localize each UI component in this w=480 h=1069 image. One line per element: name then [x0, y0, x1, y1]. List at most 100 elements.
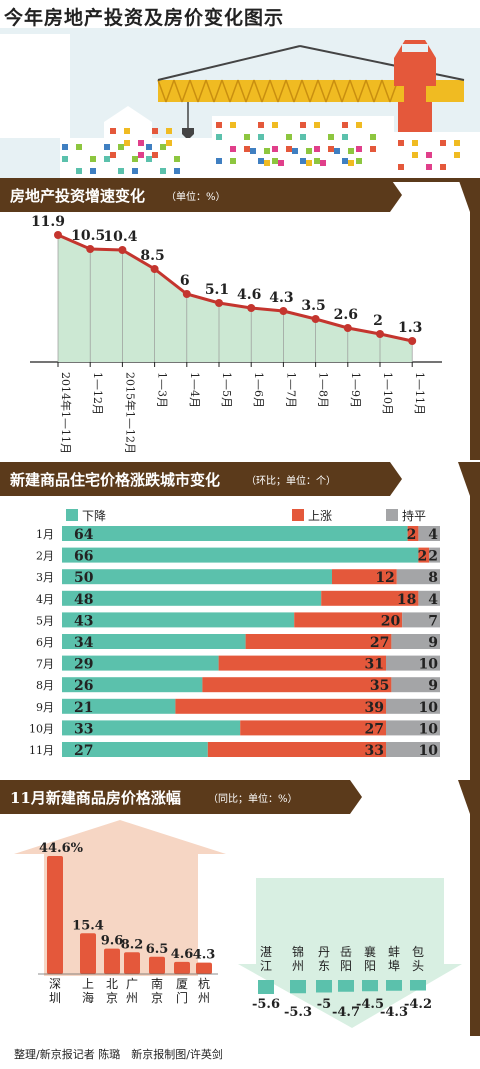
bar-positive: [174, 961, 190, 974]
bar-segment: [62, 547, 419, 563]
category-label: 州: [126, 991, 138, 1005]
bar-segment: [429, 547, 440, 563]
data-point: [311, 315, 320, 323]
category-label: 11月: [29, 744, 54, 757]
category-label: 8月: [36, 679, 54, 692]
data-point: [376, 330, 384, 338]
bar-value-label: 27: [74, 743, 93, 759]
bar-segment: [321, 590, 419, 606]
category-label: 襄: [364, 944, 376, 959]
bar-segment: [407, 526, 419, 541]
bar-segment: [391, 634, 440, 649]
category-label: 4月: [36, 593, 54, 606]
x-tick-label: 1—5月: [220, 372, 233, 408]
x-tick-label: 2014年1—11月: [59, 372, 73, 454]
bar-segment: [62, 655, 219, 671]
legend-swatch: [66, 509, 78, 521]
bar-value-label: 9.6: [101, 934, 124, 949]
category-label: 埠: [388, 959, 400, 973]
data-label: 5.1: [205, 282, 229, 298]
bar-segment: [294, 612, 403, 628]
bar-segment: [418, 547, 430, 563]
category-label: 阳: [340, 959, 352, 973]
area-fill: [58, 235, 413, 362]
category-label: 厦: [176, 977, 188, 991]
data-label: 11.9: [31, 214, 65, 230]
data-label: 2: [373, 313, 383, 329]
section-border-right-3: [470, 814, 480, 1036]
category-label: 京: [151, 991, 163, 1005]
bar-value-label: 21: [74, 700, 93, 716]
bar-segment: [202, 677, 392, 693]
bar-positive: [104, 948, 120, 974]
legend-label: 下降: [82, 509, 106, 523]
page-title: 今年房地产投资及房价变化图示: [4, 7, 285, 29]
bar-segment: [62, 526, 408, 541]
bar-value-label: 50: [74, 570, 94, 586]
data-point: [247, 304, 256, 312]
bar-segment: [218, 655, 386, 671]
section-banner-prices: 新建商品住宅价格涨跌城市变化 （环比；单位：个）: [0, 462, 480, 496]
category-label: 门: [176, 990, 188, 1005]
bar-value-label: 2: [417, 549, 427, 565]
bar-segment: [418, 526, 440, 541]
bar-segment: [396, 569, 440, 585]
data-label: 6: [180, 273, 190, 289]
bar-value-label: 10: [419, 700, 439, 716]
bar-segment: [240, 720, 386, 736]
category-label: 10月: [29, 722, 54, 735]
category-label: 海: [82, 990, 94, 1005]
category-label: 岳: [340, 945, 352, 959]
category-label: 1月: [36, 528, 54, 541]
data-point: [279, 307, 288, 315]
bar-value-label: 27: [365, 721, 384, 737]
bar-value-label: -5.3: [284, 1005, 312, 1020]
bar-value-label: 2: [428, 549, 438, 565]
x-tick-label: 1—4月: [188, 372, 201, 408]
data-label: 10.4: [103, 229, 137, 245]
bar-value-label: 10: [419, 657, 439, 673]
bar-segment: [62, 677, 203, 693]
bar-value-label: 6.5: [146, 942, 169, 957]
bar-negative: [338, 980, 354, 992]
section-unit-prices: （环比；单位：个）: [246, 476, 336, 487]
category-label: 东: [318, 959, 330, 973]
x-tick-label: 1—7月: [284, 372, 297, 408]
bar-segment: [207, 742, 386, 757]
category-label: 蚌: [388, 945, 400, 959]
bar-value-label: 8.2: [121, 937, 144, 952]
section-border-right-1: [470, 212, 480, 460]
x-tick-label: 1—3月: [156, 372, 169, 408]
bar-positive: [124, 952, 140, 974]
investment-line-chart: 11.9 2014年1—11月 10.5 1—12月 10.4 2015年1—12月 8.5…: [30, 214, 442, 454]
bar-value-label: 43: [74, 613, 93, 629]
legend-swatch: [386, 509, 398, 521]
bar-value-label: 10: [419, 721, 439, 737]
bar-value-label: 34: [74, 635, 94, 651]
bar-segment: [62, 590, 322, 606]
bar-value-label: 31: [365, 657, 384, 673]
data-point: [54, 231, 62, 239]
category-label: 广: [126, 977, 138, 991]
category-label: 9月: [36, 701, 54, 714]
data-label: 8.5: [140, 248, 164, 264]
bar-value-label: -4.2: [404, 997, 432, 1012]
category-label: 5月: [36, 614, 54, 627]
category-label: 2月: [36, 550, 54, 563]
bar-value-label: 66: [74, 549, 93, 565]
bar-value-label: 44.6%: [39, 841, 84, 856]
x-tick-label: 1—6月: [252, 372, 265, 408]
city-yoy-bar-chart: 44.6%深圳15.4上海9.6北京8.2广州6.5南京4.6厦门4.3杭州湛江…: [14, 820, 462, 1028]
bar-positive: [149, 956, 165, 974]
section-title-prices: 新建商品住宅价格涨跌城市变化: [10, 471, 221, 489]
data-label: 10.5: [71, 228, 105, 244]
bar-segment: [386, 742, 440, 757]
series-line: [57, 233, 413, 343]
bar-segment: [62, 742, 208, 757]
data-label: 4.3: [269, 290, 293, 306]
bar-segment: [386, 698, 440, 714]
category-label: 阳: [364, 959, 376, 973]
bar-negative: [362, 980, 378, 992]
x-tick-label: 1—8月: [317, 372, 330, 408]
